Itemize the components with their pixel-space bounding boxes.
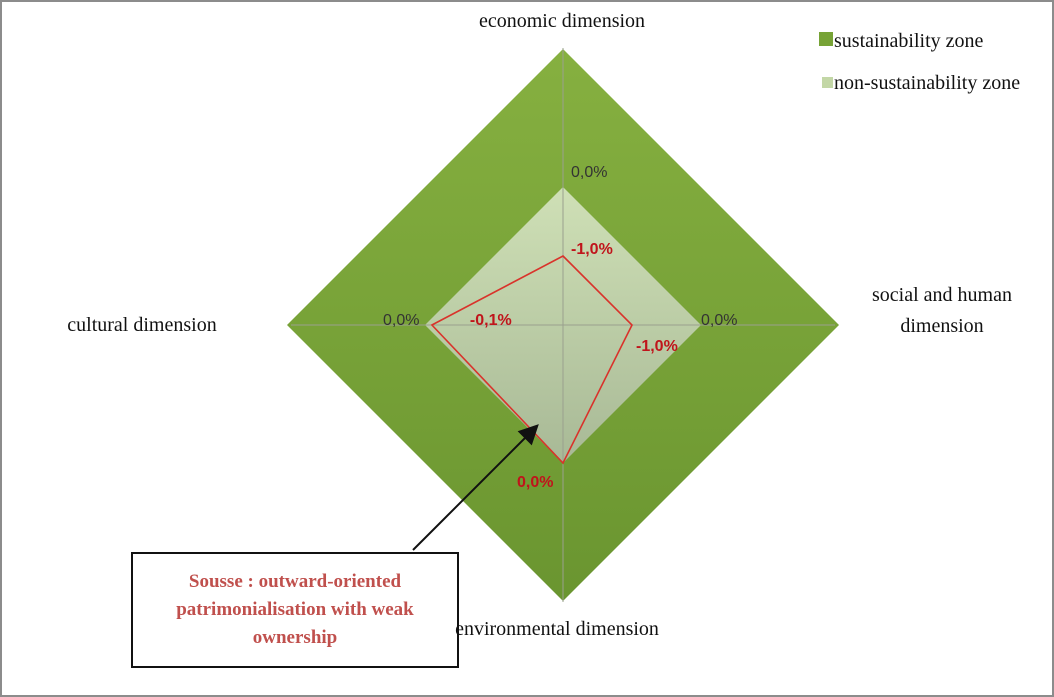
legend-label: non-sustainability zone	[834, 72, 1021, 94]
annotation-text: Sousse : outward-oriented patrimonialisa…	[176, 571, 414, 648]
legend-label: sustainability zone	[834, 30, 984, 52]
legend-swatch	[819, 32, 833, 46]
legend-swatch	[822, 77, 833, 88]
axis-lines	[291, 48, 835, 602]
series-line	[430, 255, 633, 465]
annotation-arrow	[412, 424, 539, 551]
value-label: 0,0%	[517, 474, 554, 491]
axis-label: economic dimension	[478, 10, 646, 32]
axis-label: environmental dimension	[455, 618, 659, 640]
value-label: -1,0%	[636, 338, 678, 355]
value-label: -1,0%	[571, 241, 613, 258]
value-label: 0,0%	[383, 312, 420, 329]
axis-label: cultural dimension	[67, 314, 217, 336]
annotation-box	[131, 552, 459, 668]
value-label: -0,1%	[469, 312, 512, 329]
value-label: 0,0%	[701, 312, 738, 329]
value-label: 0,0%	[571, 164, 608, 181]
axis-label: social and human dimension	[872, 284, 1012, 337]
